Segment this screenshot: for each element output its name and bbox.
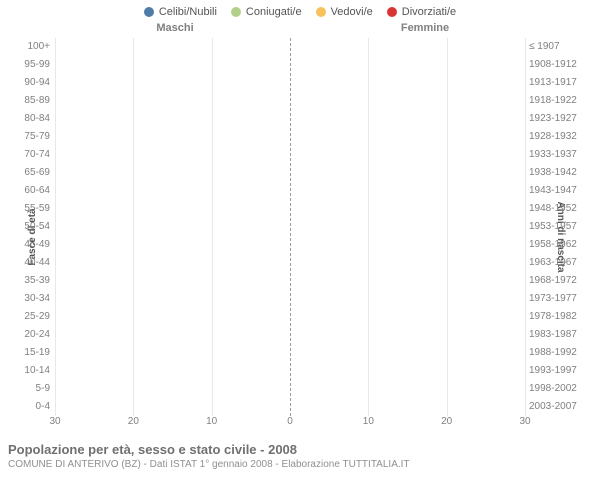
legend-swatch [387, 7, 397, 17]
age-label: 75-79 [5, 128, 50, 146]
legend-label: Coniugati/e [246, 6, 302, 18]
legend-swatch [316, 7, 326, 17]
age-label: 100+ [5, 38, 50, 56]
male-label: Maschi [0, 22, 300, 34]
birth-year-label: 1943-1947 [529, 182, 597, 200]
birth-year-label: 1998-2002 [529, 380, 597, 398]
age-label: 45-49 [5, 236, 50, 254]
grid-line [447, 38, 448, 416]
legend-label: Divorziati/e [402, 6, 456, 18]
grid-line [55, 38, 56, 416]
birth-year-label: 1923-1927 [529, 110, 597, 128]
x-tick: 10 [363, 416, 374, 427]
legend-item: Vedovi/e [316, 6, 373, 18]
birth-year-label: 1968-1972 [529, 272, 597, 290]
x-axis: 3020100102030 [55, 416, 525, 436]
age-label: 65-69 [5, 164, 50, 182]
age-label: 90-94 [5, 74, 50, 92]
birth-year-label: 1993-1997 [529, 362, 597, 380]
age-label: 85-89 [5, 92, 50, 110]
chart-subtitle: COMUNE DI ANTERIVO (BZ) - Dati ISTAT 1° … [8, 459, 592, 470]
legend-swatch [231, 7, 241, 17]
age-label: 25-29 [5, 308, 50, 326]
legend-label: Vedovi/e [331, 6, 373, 18]
x-tick: 0 [287, 416, 293, 427]
age-label: 15-19 [5, 344, 50, 362]
age-label: 40-44 [5, 254, 50, 272]
plot: 100+≤ 190795-991908-191290-941913-191785… [55, 38, 525, 416]
chart-title: Popolazione per età, sesso e stato civil… [8, 442, 592, 457]
age-label: 95-99 [5, 56, 50, 74]
birth-year-label: 2003-2007 [529, 398, 597, 416]
grid-line [525, 38, 526, 416]
age-label: 30-34 [5, 290, 50, 308]
legend-item: Divorziati/e [387, 6, 456, 18]
birth-year-label: 1978-1982 [529, 308, 597, 326]
x-tick: 10 [206, 416, 217, 427]
birth-year-label: 1908-1912 [529, 56, 597, 74]
x-tick: 30 [519, 416, 530, 427]
legend-item: Coniugati/e [231, 6, 302, 18]
grid-line [133, 38, 134, 416]
gender-labels: Maschi Femmine [0, 22, 600, 34]
age-label: 50-54 [5, 218, 50, 236]
age-label: 60-64 [5, 182, 50, 200]
birth-year-label: 1953-1957 [529, 218, 597, 236]
grid-line [368, 38, 369, 416]
center-line [290, 38, 291, 416]
birth-year-label: 1933-1937 [529, 146, 597, 164]
age-label: 70-74 [5, 146, 50, 164]
age-label: 0-4 [5, 398, 50, 416]
birth-year-label: 1948-1952 [529, 200, 597, 218]
birth-year-label: 1988-1992 [529, 344, 597, 362]
age-label: 10-14 [5, 362, 50, 380]
birth-year-label: 1913-1917 [529, 74, 597, 92]
female-label: Femmine [300, 22, 600, 34]
footer: Popolazione per età, sesso e stato civil… [0, 436, 600, 470]
legend-item: Celibi/Nubili [144, 6, 217, 18]
age-label: 20-24 [5, 326, 50, 344]
x-tick: 20 [441, 416, 452, 427]
age-label: 35-39 [5, 272, 50, 290]
birth-year-label: 1983-1987 [529, 326, 597, 344]
x-tick: 20 [128, 416, 139, 427]
birth-year-label: ≤ 1907 [529, 38, 597, 56]
birth-year-label: 1928-1932 [529, 128, 597, 146]
grid-line [212, 38, 213, 416]
legend-swatch [144, 7, 154, 17]
x-tick: 30 [49, 416, 60, 427]
birth-year-label: 1918-1922 [529, 92, 597, 110]
birth-year-label: 1958-1962 [529, 236, 597, 254]
age-label: 80-84 [5, 110, 50, 128]
legend-label: Celibi/Nubili [159, 6, 217, 18]
birth-year-label: 1963-1967 [529, 254, 597, 272]
birth-year-label: 1938-1942 [529, 164, 597, 182]
age-label: 55-59 [5, 200, 50, 218]
legend: Celibi/Nubili Coniugati/e Vedovi/e Divorzia… [0, 0, 600, 22]
age-label: 5-9 [5, 380, 50, 398]
birth-year-label: 1973-1977 [529, 290, 597, 308]
chart-area: Fasce di età Anni di nascita 100+≤ 19079… [0, 38, 600, 436]
